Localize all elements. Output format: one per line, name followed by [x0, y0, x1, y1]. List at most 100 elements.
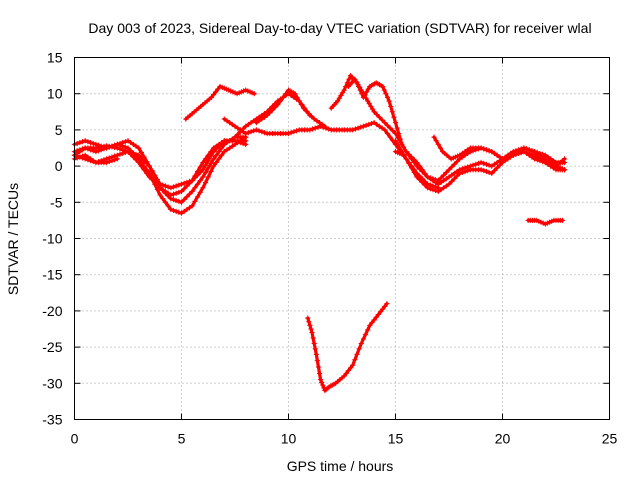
series-marker — [181, 208, 187, 214]
series-marker — [505, 154, 511, 160]
series-marker — [339, 90, 346, 96]
series-marker — [227, 120, 233, 126]
series-marker — [251, 128, 257, 134]
series-marker — [245, 130, 251, 136]
series-marker — [526, 150, 532, 157]
series-marker — [427, 175, 433, 181]
data-point — [365, 98, 371, 104]
series-marker — [90, 148, 96, 154]
data-point — [168, 206, 174, 213]
data-point — [221, 116, 227, 122]
series-marker — [235, 131, 241, 138]
data-point — [489, 149, 495, 155]
series-marker — [87, 139, 94, 146]
data-point — [200, 185, 206, 191]
series-marker — [369, 320, 375, 326]
series-marker — [312, 125, 318, 131]
data-point — [392, 130, 399, 137]
series-marker — [441, 185, 447, 191]
series-marker — [320, 382, 326, 388]
series-marker — [483, 168, 490, 175]
series-marker — [373, 314, 379, 320]
series-marker — [269, 107, 276, 113]
data-point — [285, 130, 292, 137]
data-point — [189, 203, 195, 209]
data-point — [232, 134, 238, 140]
series-marker — [433, 177, 439, 183]
series-marker — [133, 143, 139, 149]
series-marker — [363, 95, 369, 101]
series-marker — [451, 161, 457, 167]
data-point — [189, 177, 195, 184]
data-point — [414, 159, 420, 166]
series-marker — [376, 114, 383, 120]
data-point — [384, 301, 390, 307]
data-point — [375, 311, 381, 318]
series-marker — [374, 121, 380, 128]
series-marker — [109, 143, 115, 149]
data-point — [136, 152, 142, 158]
series-marker — [122, 149, 128, 156]
series-marker — [248, 129, 254, 135]
series-marker — [101, 146, 107, 152]
series-marker — [537, 156, 543, 162]
series-marker — [540, 158, 546, 164]
data-point — [305, 315, 311, 321]
series-marker — [391, 114, 397, 120]
series-marker — [192, 185, 198, 191]
series-marker — [398, 147, 404, 153]
series-marker — [229, 143, 235, 149]
series-track — [329, 74, 404, 146]
series-marker — [483, 161, 490, 167]
series-marker — [303, 108, 309, 114]
data-point — [358, 340, 364, 347]
data-point — [435, 188, 441, 195]
series-marker — [362, 331, 369, 338]
data-series — [345, 76, 568, 187]
series-marker — [237, 139, 243, 146]
series-marker — [170, 207, 177, 214]
data-point — [93, 149, 99, 155]
series-marker — [438, 187, 444, 193]
data-point — [341, 373, 347, 379]
series-marker — [470, 162, 476, 168]
data-point — [510, 152, 516, 158]
data-point — [457, 170, 463, 176]
series-marker — [326, 126, 332, 132]
data-point — [478, 145, 484, 151]
data-point — [435, 177, 441, 184]
data-point — [446, 174, 452, 180]
data-point — [211, 149, 217, 155]
data-point — [358, 87, 364, 93]
series-marker — [491, 161, 498, 167]
series-marker — [277, 98, 284, 104]
series-marker — [454, 168, 460, 175]
data-point — [307, 127, 313, 133]
series-marker — [170, 191, 177, 197]
series-marker — [347, 365, 354, 371]
data-point — [414, 174, 420, 180]
series-marker — [451, 170, 457, 176]
data-point — [232, 123, 238, 129]
series-marker — [224, 118, 230, 124]
series-marker — [256, 128, 262, 134]
series-marker — [106, 144, 112, 150]
series-marker — [406, 151, 412, 157]
series-marker — [154, 187, 161, 193]
series-marker — [194, 172, 201, 178]
series-marker — [400, 144, 407, 150]
data-point — [350, 362, 356, 368]
data-point — [322, 123, 328, 129]
series-marker — [138, 155, 144, 161]
series-marker — [314, 118, 320, 124]
chart-title: Day 003 of 2023, Sidereal Day-to-day VTE… — [88, 20, 591, 36]
series-marker — [308, 113, 315, 119]
series-marker — [197, 189, 203, 195]
x-tick-label: 20 — [495, 431, 511, 447]
series-marker — [366, 121, 372, 128]
series-marker — [306, 319, 312, 325]
series-marker — [369, 106, 376, 112]
series-marker — [77, 139, 83, 146]
series-marker — [152, 172, 158, 178]
series-marker — [194, 194, 201, 200]
